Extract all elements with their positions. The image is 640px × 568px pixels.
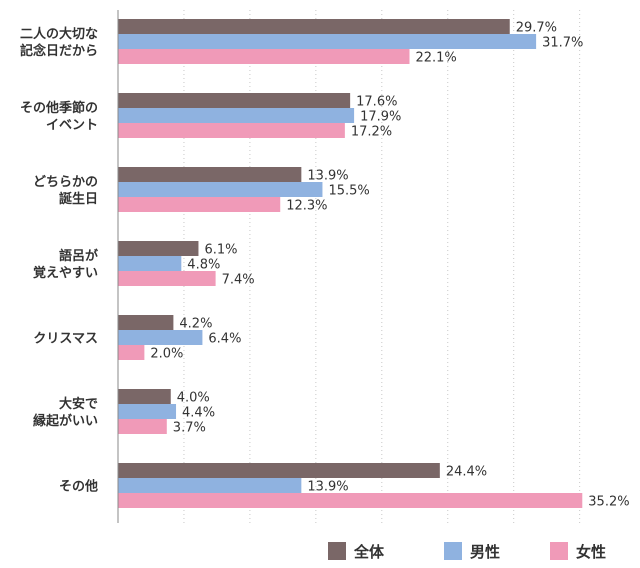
category-label: 誕生日 [59,191,98,207]
legend-label: 全体 [353,543,385,561]
data-label: 17.9% [360,110,401,125]
bar [118,19,510,34]
category-label: 二人の大切な [20,26,98,42]
bar [118,463,440,478]
category-label: 覚えやすい [32,265,98,281]
bar [118,493,583,508]
legend-label: 男性 [470,543,500,561]
bar [118,182,323,197]
bar [118,49,410,64]
data-label: 4.2% [179,317,212,332]
category-label: イベント [46,118,98,133]
data-label: 4.0% [177,391,210,406]
data-label: 31.7% [542,36,583,51]
bar [118,478,302,493]
bar [118,34,537,49]
bar [118,123,345,138]
data-label: 24.4% [446,465,487,480]
bar [118,315,174,330]
data-label: 3.7% [173,421,206,436]
legend-swatch [444,542,462,560]
bar [118,345,145,360]
data-label: 35.2% [588,495,629,510]
category-label: 語呂が [59,248,98,264]
bar [118,419,167,434]
category-label: その他季節の [20,100,98,116]
bar [118,330,203,345]
category-label: クリスマス [33,332,98,347]
data-label: 22.1% [415,51,456,66]
data-label: 6.4% [208,332,241,347]
category-label: 縁起がいい [33,413,98,429]
bar [118,167,302,182]
value-labels: 29.7%31.7%22.1%17.6%17.9%17.2%13.9%15.5%… [150,21,629,510]
data-label: 17.2% [351,125,392,140]
category-labels: 二人の大切な記念日だからその他季節のイベントどちらかの誕生日語呂が覚えやすいクリ… [20,26,98,495]
legend-swatch [550,542,568,560]
category-label: その他 [59,479,98,495]
bar [118,389,171,404]
bar [118,108,355,123]
bars [118,19,583,508]
grid-lines [183,10,581,523]
data-label: 13.9% [307,169,348,184]
data-label: 17.6% [356,95,397,110]
data-label: 6.1% [204,243,237,258]
data-label: 13.9% [307,480,348,495]
bar [118,256,182,271]
data-label: 15.5% [328,184,369,199]
legend-label: 女性 [576,543,606,561]
data-label: 4.4% [182,406,215,421]
category-label: どちらかの [33,175,98,190]
legend-swatch [328,542,346,560]
bar [118,197,281,212]
bar [118,241,199,256]
bar [118,93,351,108]
bar [118,404,177,419]
category-label: 大安で [59,396,98,412]
data-label: 4.8% [187,258,220,273]
data-label: 7.4% [222,273,255,288]
data-label: 2.0% [150,347,183,362]
category-label: 記念日だから [20,43,98,59]
bar [118,271,216,286]
legend: 全体 男性 女性 [328,542,606,561]
data-label: 12.3% [286,199,327,214]
data-label: 29.7% [516,21,557,36]
